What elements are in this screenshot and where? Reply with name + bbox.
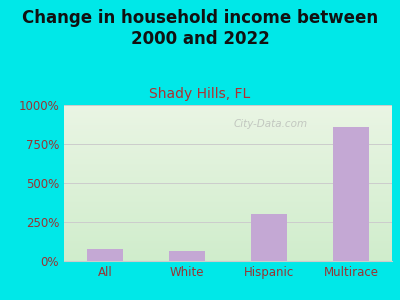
Bar <box>86 249 124 261</box>
Text: City-Data.com: City-Data.com <box>234 119 308 129</box>
Bar <box>250 214 288 261</box>
Bar <box>332 127 370 261</box>
Bar <box>168 251 206 261</box>
Text: Shady Hills, FL: Shady Hills, FL <box>149 87 251 101</box>
Text: Change in household income between
2000 and 2022: Change in household income between 2000 … <box>22 9 378 48</box>
